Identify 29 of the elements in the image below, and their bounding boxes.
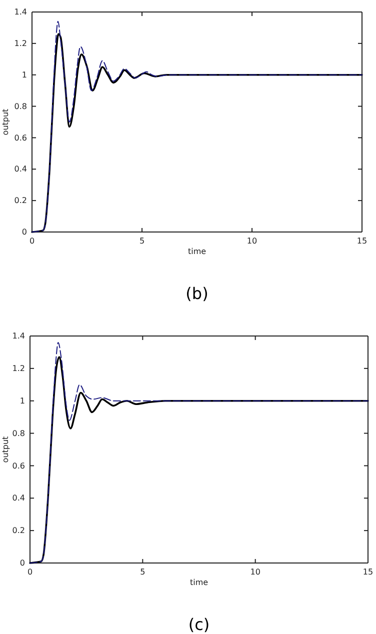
y-axis-title: output [1, 108, 10, 136]
y-tick-label: 1 [20, 396, 25, 406]
y-tick-label: 0.8 [12, 428, 25, 438]
x-tick-label: 5 [139, 236, 145, 246]
y-tick-label: 1.4 [14, 8, 27, 17]
x-tick-label: 10 [246, 236, 258, 246]
x-tick-label: 10 [250, 568, 260, 577]
y-tick-label: 0.4 [14, 164, 27, 174]
x-tick-label: 5 [140, 568, 146, 577]
y-tick-label: 0.2 [14, 196, 27, 206]
y-axis-title: output [1, 436, 10, 463]
y-tick-label: 0.6 [12, 461, 25, 470]
y-tick-label: 0.8 [14, 102, 27, 111]
text: (c) [188, 615, 210, 634]
x-tick-label: 15 [362, 568, 374, 577]
text: (b) [186, 284, 208, 303]
y-tick-label: 0.2 [12, 526, 25, 536]
y-tick-label: 0.6 [14, 133, 27, 142]
y-tick-label: 1 [22, 70, 27, 80]
y-tick-label: 0.4 [12, 494, 25, 503]
x-tick-label: 15 [356, 236, 368, 246]
y-tick-label: 1.2 [12, 364, 25, 373]
y-tick-label: 0 [22, 228, 27, 237]
y-tick-label: 0 [20, 558, 25, 568]
x-axis-title: time [190, 578, 208, 587]
y-tick-label: 1.2 [14, 38, 27, 48]
x-tick-label: 0 [29, 236, 35, 246]
x-axis-title: time [188, 247, 206, 256]
y-tick-label: 1.4 [12, 332, 25, 341]
